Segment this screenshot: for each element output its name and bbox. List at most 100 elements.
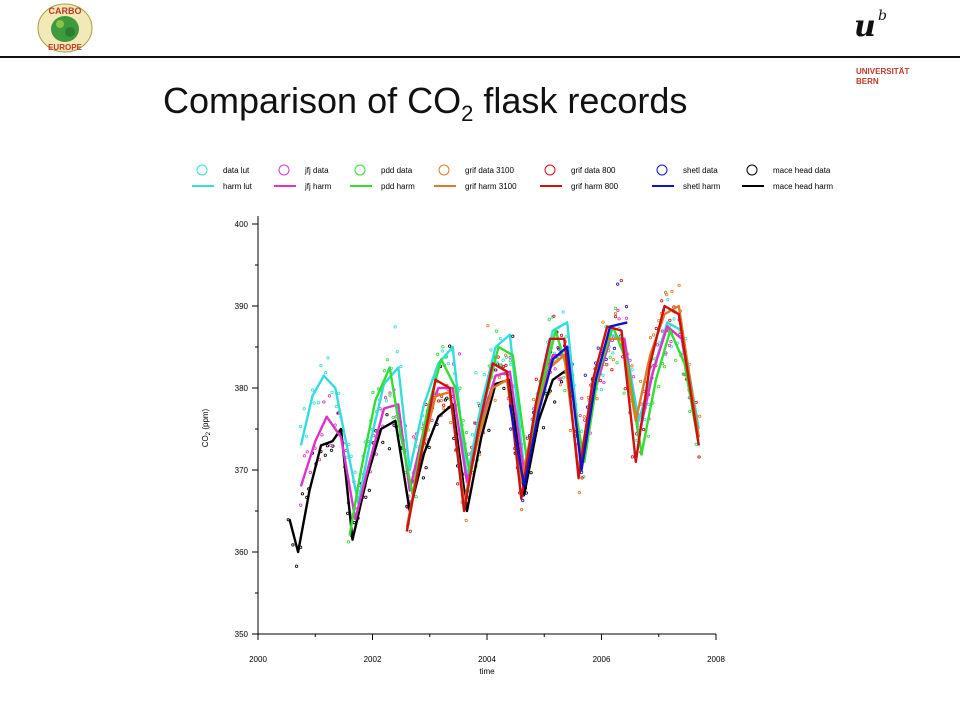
data-point	[611, 351, 615, 355]
data-point	[667, 343, 672, 347]
data-point	[489, 348, 493, 352]
data-point	[322, 400, 326, 404]
data-point	[412, 435, 416, 439]
data-point	[353, 470, 357, 474]
svg-text:b: b	[878, 8, 887, 24]
data-point	[504, 353, 508, 357]
data-point	[509, 427, 513, 431]
data-point	[464, 518, 468, 523]
data-point	[374, 452, 379, 456]
x-axis-label: time	[479, 667, 495, 676]
data-point	[553, 367, 557, 371]
data-point	[457, 352, 462, 356]
data-point	[547, 317, 551, 321]
data-point	[604, 363, 609, 367]
data-point	[371, 390, 375, 395]
data-point	[329, 443, 333, 447]
data-point	[347, 442, 351, 446]
data-point	[595, 397, 599, 401]
data-point	[330, 390, 334, 394]
data-point	[541, 426, 546, 430]
data-point	[467, 452, 471, 456]
data-point	[578, 413, 582, 418]
data-point	[349, 454, 353, 458]
y-tick-label: 390	[235, 302, 249, 311]
legend-data-label: data lut	[223, 166, 250, 175]
data-point	[302, 454, 306, 458]
data-point	[630, 368, 634, 372]
data-point	[427, 445, 431, 449]
data-point	[651, 333, 656, 337]
data-point	[384, 399, 389, 403]
data-point	[531, 397, 536, 402]
data-point	[553, 400, 557, 404]
data-point	[615, 361, 619, 365]
data-point	[638, 379, 643, 383]
data-point	[694, 442, 698, 446]
data-point	[681, 372, 685, 376]
data-point	[562, 375, 566, 379]
data-point	[674, 358, 678, 362]
data-point	[504, 363, 508, 367]
data-point	[323, 371, 328, 375]
x-tick-label: 2002	[364, 655, 382, 664]
data-point	[657, 384, 661, 389]
legend-harm-label: mace head harm	[773, 182, 833, 191]
legend-marker	[544, 164, 556, 176]
data-point	[601, 373, 605, 377]
data-point	[550, 315, 554, 319]
data-point	[387, 447, 391, 451]
data-point	[421, 476, 425, 480]
chart-axes: 350 360 370 380 390 400 2000 2002 2004 2006 2008	[235, 216, 725, 664]
header-rule	[0, 56, 960, 58]
data-point	[326, 356, 330, 360]
data-point	[436, 399, 441, 403]
data-point	[337, 391, 341, 395]
data-point	[677, 283, 681, 287]
data-point	[385, 358, 389, 362]
legend-marker	[746, 164, 758, 176]
data-point	[612, 346, 617, 350]
legend-data-label: mace head data	[773, 166, 831, 175]
data-point	[501, 365, 505, 369]
data-point	[487, 428, 491, 432]
data-point	[346, 540, 351, 544]
y-tick-label: 380	[235, 384, 249, 393]
data-point	[393, 325, 397, 329]
data-point	[623, 387, 627, 391]
data-point	[624, 316, 629, 320]
data-point	[440, 349, 445, 353]
data-point	[641, 427, 646, 432]
data-point	[610, 368, 614, 372]
data-point	[385, 413, 389, 417]
data-point	[563, 388, 567, 393]
legend-data-label: grif data 3100	[465, 166, 514, 175]
data-point	[688, 409, 692, 413]
legend-harm-label: grif harm 800	[571, 182, 619, 191]
data-point	[494, 329, 499, 333]
data-point	[643, 417, 647, 422]
data-point	[697, 455, 701, 459]
data-point	[364, 495, 368, 499]
data-point	[305, 450, 309, 454]
data-point	[408, 529, 412, 533]
data-point	[456, 482, 460, 486]
data-point	[352, 520, 356, 525]
data-point	[336, 411, 340, 415]
data-point	[599, 387, 603, 392]
data-point	[662, 365, 667, 369]
data-point	[511, 334, 515, 338]
data-point	[294, 564, 299, 568]
data-point	[580, 476, 584, 480]
data-point	[630, 364, 634, 368]
data-point	[672, 317, 676, 321]
data-point	[497, 375, 501, 379]
harmonic-line	[508, 321, 628, 488]
legend-marker	[278, 164, 290, 176]
legend-data-label: shetl data	[683, 166, 718, 175]
data-point	[666, 297, 670, 302]
data-point	[445, 396, 449, 400]
data-point	[312, 401, 316, 405]
data-point	[316, 401, 321, 405]
data-point	[519, 507, 524, 512]
